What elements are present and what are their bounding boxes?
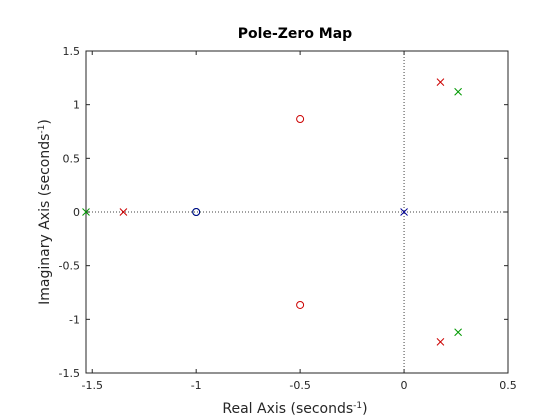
y-axis-label: Imaginary Axis (seconds-1)	[37, 119, 53, 305]
x-tick-label: -1	[191, 379, 202, 392]
pole-marker	[82, 208, 90, 216]
x-tick-label: 0.5	[499, 379, 517, 392]
zero-marker	[296, 300, 305, 309]
reference-lines	[86, 51, 508, 373]
zero-marker	[296, 115, 305, 124]
pole-marker-stroke	[436, 78, 445, 86]
y-tick-label: 1.5	[63, 45, 81, 58]
y-tick-label: 0	[73, 206, 80, 219]
pole-marker-stroke	[400, 208, 408, 216]
pole-marker-stroke	[82, 208, 90, 216]
pole-marker	[454, 87, 462, 96]
pole-marker	[436, 78, 445, 86]
axis-ticks: -1.5 -1 -0.5 0 0.5 -1.5 -1 -0.5 0 0.5 1 1.5	[59, 45, 517, 392]
chart-title: Pole-Zero Map	[238, 26, 352, 42]
y-tick-label: 0.5	[63, 152, 81, 165]
pole-zero-marks	[82, 78, 462, 346]
pole-marker-stroke	[454, 328, 462, 337]
pole-marker	[436, 338, 445, 346]
pole-marker-stroke	[454, 87, 462, 96]
x-tick-label: -1.5	[82, 379, 103, 392]
x-tick-label: -0.5	[289, 379, 310, 392]
pole-marker	[400, 208, 408, 216]
y-tick-label: -0.5	[59, 260, 80, 273]
y-tick-label: -1.5	[59, 367, 80, 380]
pole-marker-stroke	[436, 338, 445, 346]
y-tick-label: -1	[69, 313, 80, 326]
pole-marker-stroke	[119, 208, 128, 216]
y-tick-label: 1	[73, 99, 80, 112]
pole-marker	[454, 328, 462, 337]
x-axis-label: Real Axis (seconds-1)	[222, 401, 367, 417]
x-tick-label: 0	[401, 379, 408, 392]
zero-marker	[192, 208, 201, 216]
pole-marker	[119, 208, 128, 216]
